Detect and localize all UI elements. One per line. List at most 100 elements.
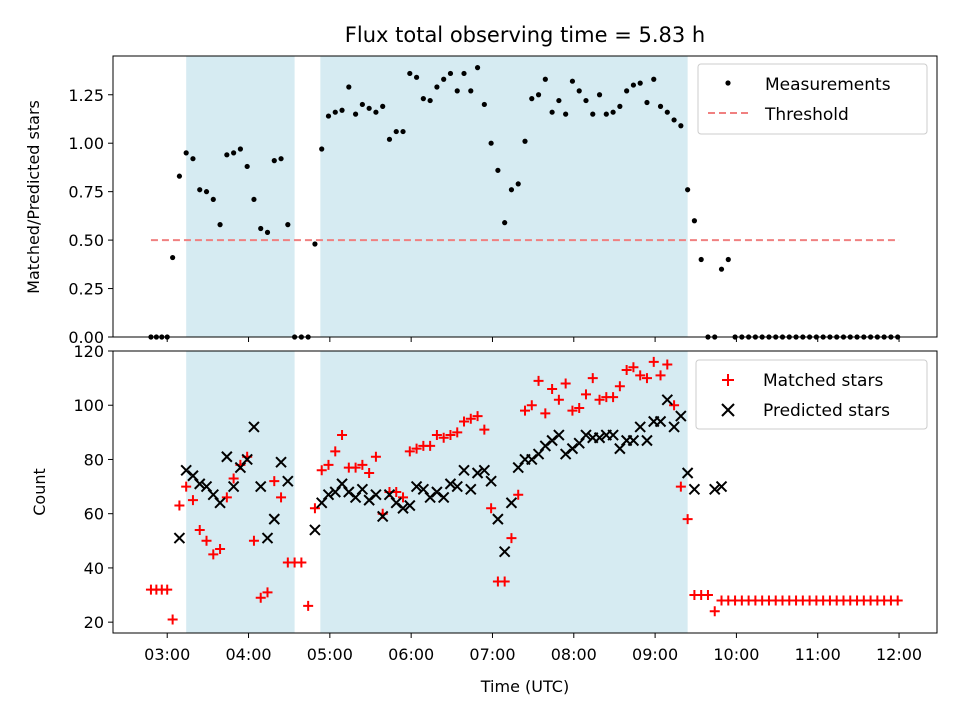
matched-star-point [452,427,463,438]
x-tick-label: 03:00 [144,645,190,664]
matched-star-point [709,606,720,617]
measurement-point [258,225,264,232]
x-tick-label: 10:00 [713,645,759,664]
bottom-observing-window-1 [186,351,295,633]
top-panel: 0.00 0.25 0.50 0.75 1.00 1.25 Matched/Predict… [24,55,938,347]
x-tick-label: 07:00 [469,645,515,664]
measurement-point [332,109,338,115]
matched-star-point [228,473,239,484]
legend-predicted-label: Predicted stars [763,401,890,421]
measurement-point [454,88,460,94]
predicted-star-point [465,483,477,495]
measurement-point [664,109,670,115]
measurement-point [718,266,725,272]
bottom-y-tick-label: 60 [84,505,104,524]
matched-star-point [411,443,422,454]
matched-star-point [357,459,368,470]
predicted-star-point [410,480,423,493]
predicted-star-point [173,532,186,544]
measurement-point [617,103,623,109]
top-y-tick-label: 0.75 [68,183,104,202]
matched-star-point [303,600,314,611]
predicted-star-point [661,394,674,406]
matched-star-point [486,503,497,514]
predicted-star-point [654,415,667,428]
predicted-star-point [437,491,450,504]
predicted-star-point [505,497,518,509]
measurement-point [380,103,386,109]
predicted-star-point [214,497,226,509]
matched-star-point [553,394,564,405]
matched-star-point [201,535,212,546]
bottom-y-axis-label: Count [30,468,49,516]
matched-star-point [648,356,659,367]
bottom-y-tick-label: 20 [84,613,104,632]
matched-star-point [350,462,361,473]
measurement-point [678,123,684,129]
matched-star-point [547,383,558,394]
matched-star-point [513,489,524,500]
legend-measurements-marker [725,80,731,86]
legend-matched-marker [722,374,734,386]
top-y-tick-label: 0.50 [68,231,104,250]
predicted-star-point [681,467,694,479]
measurement-point [420,96,426,102]
matched-star-point [162,584,173,595]
predicted-star-point [593,432,606,444]
matched-star-point [276,492,287,503]
measurement-point [441,76,447,82]
measurement-point [346,84,352,90]
matched-star-point [587,373,598,384]
matched-star-point [540,408,551,419]
measurement-point [651,76,657,82]
bottom-observing-window-2 [320,351,688,633]
bottom-y-tick-label: 40 [84,559,104,578]
measurement-point [264,229,271,235]
matched-star-point [398,492,409,503]
measurement-point [366,105,372,111]
measurement-point [698,256,704,263]
matched-star-point [655,370,666,381]
matched-star-point [337,430,348,441]
matched-star-point [438,432,449,443]
measurement-point [576,88,582,94]
legend-matched-label: Matched stars [763,371,883,391]
predicted-star-point [607,429,619,441]
legend-threshold-label: Threshold [764,105,849,125]
matched-star-point [425,440,436,451]
measurement-point [237,146,243,152]
measurement-point [244,163,250,170]
measurement-point [278,156,284,162]
matched-star-point [370,451,381,462]
predicted-star-point [322,489,335,501]
measurement-point [352,111,359,117]
matched-star-point [208,549,219,560]
predicted-star-point [688,483,701,495]
measurement-point [685,187,691,193]
bottom-axis-ticks: 20 40 60 80 100 120 03:00 04:00 05:00 06:00 07:00 0… [73,342,922,664]
measurement-point [217,222,223,228]
measurement-point [285,222,291,228]
measurement-point [596,92,603,98]
predicted-star-point [282,475,294,487]
matched-star-point [567,405,578,416]
predicted-star-point [709,483,721,495]
measurement-point [569,78,576,84]
predicted-star-point [675,410,687,422]
matched-star-point [316,465,327,476]
top-legend-box [697,63,928,135]
predicted-star-point [227,480,240,493]
measurement-point [319,146,325,152]
measurement-point [624,88,630,94]
measurement-point [393,128,399,135]
measurement-point [474,65,481,71]
predicted-star-point [255,480,267,493]
predicted-star-point [397,502,409,514]
measurement-point [542,76,548,82]
matched-star-point [594,394,605,405]
top-axis-ticks: 0.00 0.25 0.50 0.75 1.00 1.25 [68,86,900,347]
matched-star-point [404,446,415,457]
matched-star-point [506,533,517,544]
measurement-point [359,101,365,108]
